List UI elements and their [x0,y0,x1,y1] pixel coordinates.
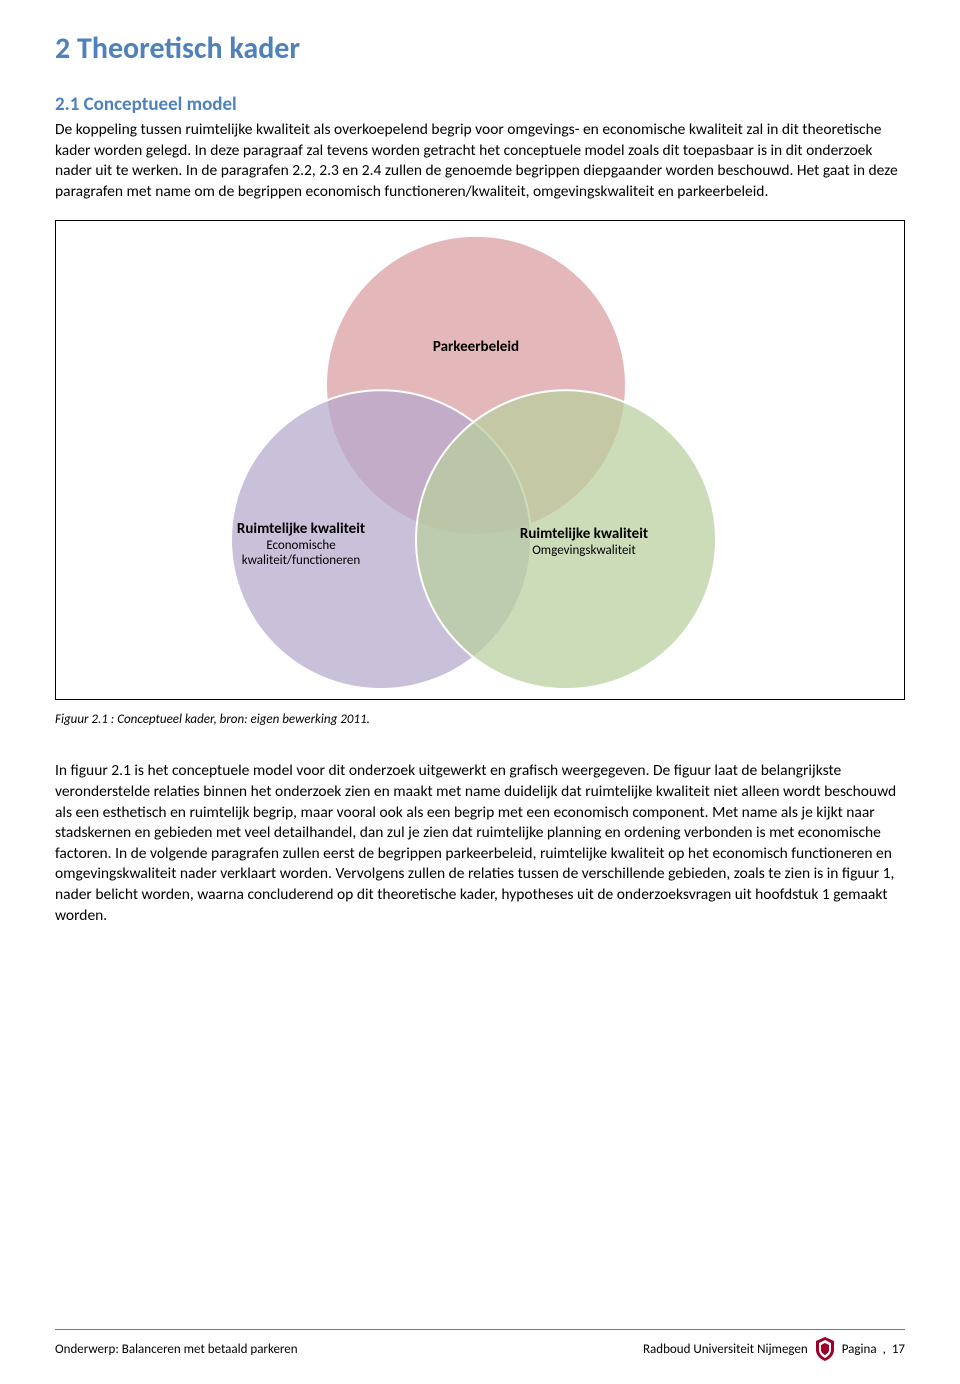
body-paragraph-2: In figuur 2.1 is het conceptuele model v… [55,761,905,926]
venn-diagram-svg [56,221,904,699]
venn-label-top-text: Parkeerbeleid [433,338,519,356]
footer-page-label: Pagina [842,1342,877,1357]
venn-label-right-sub1: Omgevingskwaliteit [494,544,674,559]
footer-page-separator: , [883,1342,886,1357]
venn-label-left-sub1: Economische [211,539,391,554]
footer-university: Radboud Universiteit Nijmegen [643,1342,808,1357]
venn-label-right-bold: Ruimtelijke kwaliteit [494,526,674,543]
footer-page-number: 17 [892,1342,905,1357]
venn-diagram-container: Parkeerbeleid Ruimtelijke kwaliteit Econ… [55,220,905,700]
section-title: 2.1 Conceptueel model [55,93,905,116]
venn-label-right: Ruimtelijke kwaliteit Omgevingskwaliteit [494,526,674,558]
university-logo-icon [814,1336,836,1362]
page-title: 2 Theoretisch kader [55,30,905,67]
intro-paragraph: De koppeling tussen ruimtelijke kwalitei… [55,120,905,202]
footer-right: Radboud Universiteit Nijmegen Pagina , 17 [643,1336,905,1362]
footer-divider [55,1329,905,1330]
venn-label-top: Parkeerbeleid [416,339,536,356]
figure-caption: Figuur 2.1 : Conceptueel kader, bron: ei… [55,712,905,727]
footer-left-text: Onderwerp: Balanceren met betaald parker… [55,1342,298,1357]
venn-label-left: Ruimtelijke kwaliteit Economische kwalit… [211,521,391,568]
venn-label-left-sub2: kwaliteit/functioneren [211,554,391,569]
venn-label-left-bold: Ruimtelijke kwaliteit [211,521,391,538]
page-footer: Onderwerp: Balanceren met betaald parker… [55,1329,905,1362]
